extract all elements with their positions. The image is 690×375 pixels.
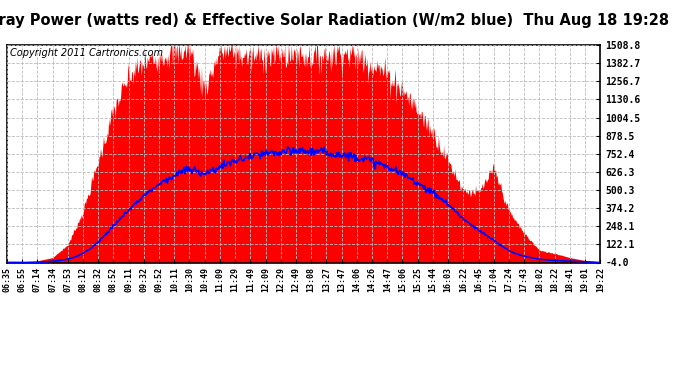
Text: East Array Power (watts red) & Effective Solar Radiation (W/m2 blue)  Thu Aug 18: East Array Power (watts red) & Effective… [0,13,669,28]
Text: Copyright 2011 Cartronics.com: Copyright 2011 Cartronics.com [10,48,163,58]
